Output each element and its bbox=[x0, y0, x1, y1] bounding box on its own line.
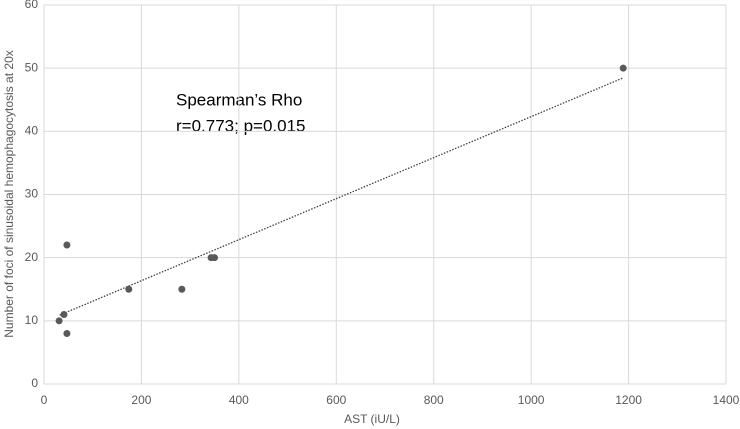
x-tick-label: 1200 bbox=[615, 393, 642, 407]
x-tick-label: 0 bbox=[41, 393, 48, 407]
data-point bbox=[63, 329, 71, 337]
data-point bbox=[60, 311, 68, 319]
data-point bbox=[63, 241, 71, 249]
x-tick-label: 400 bbox=[229, 393, 249, 407]
data-point bbox=[125, 285, 133, 293]
x-tick-label: 1400 bbox=[713, 393, 740, 407]
data-point bbox=[178, 285, 186, 293]
y-tick-label: 60 bbox=[25, 0, 39, 11]
x-tick-label: 1000 bbox=[518, 393, 545, 407]
x-tick-label: 600 bbox=[326, 393, 346, 407]
y-tick-label: 20 bbox=[25, 250, 39, 264]
data-point bbox=[55, 317, 63, 325]
y-tick-label: 10 bbox=[25, 313, 39, 327]
y-tick-label: 30 bbox=[25, 187, 39, 201]
x-tick-label: 800 bbox=[424, 393, 444, 407]
x-tick-label: 200 bbox=[131, 393, 151, 407]
x-axis-label: AST (iU/L) bbox=[344, 412, 400, 426]
annotation: r=0.773; p=0.015 bbox=[176, 116, 306, 135]
y-axis-label: Number of foci of sinusoidal hemophagocy… bbox=[2, 50, 16, 338]
data-point bbox=[211, 254, 218, 262]
trendline bbox=[59, 77, 623, 316]
y-tick-label: 40 bbox=[25, 124, 39, 138]
y-tick-label: 0 bbox=[31, 376, 38, 390]
y-tick-label: 50 bbox=[25, 60, 39, 74]
data-point bbox=[619, 64, 627, 72]
